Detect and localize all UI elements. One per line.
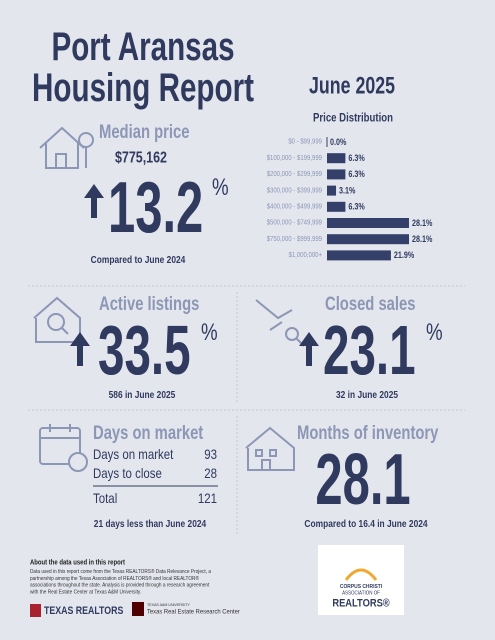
logo-text: CORPUS CHRISTI xyxy=(340,584,383,590)
unit: % xyxy=(201,319,218,346)
logo-text: REALTORS® xyxy=(332,598,390,610)
logo-text: TEXAS A&M UNIVERSITY xyxy=(147,603,190,607)
section-heading: Median price xyxy=(99,121,189,142)
up-arrow xyxy=(84,184,104,218)
about-heading: About the data used in this report xyxy=(30,559,126,567)
building-icon xyxy=(245,426,295,471)
unit: % xyxy=(212,174,229,201)
value-label: 28.1% xyxy=(412,234,433,244)
value-label: 6.3% xyxy=(348,153,365,163)
logo-text: ASSOCIATION OF xyxy=(342,590,380,596)
row-value: 121 xyxy=(198,490,217,506)
comparison: Compared to 16.4 in June 2024 xyxy=(304,518,428,530)
section-heading: Months of inventory xyxy=(297,422,439,443)
logo-text: TEXAS REALTORS xyxy=(44,605,124,617)
tamu-mark xyxy=(132,602,144,616)
partner-logo xyxy=(318,545,404,615)
period: June 2025 xyxy=(309,73,395,99)
calendar-icon xyxy=(39,424,88,472)
value-label: 6.3% xyxy=(348,202,365,212)
bar xyxy=(327,169,346,180)
bar xyxy=(327,185,337,196)
bar xyxy=(327,250,391,261)
comparison: Compared to June 2024 xyxy=(91,254,186,266)
section-heading: Active listings xyxy=(99,293,199,314)
row-value: 93 xyxy=(204,446,217,462)
logo-text: Texas Real Estate Research Center xyxy=(147,608,240,615)
about-line: associations throughout the state. Analy… xyxy=(30,582,210,588)
big-value: 28.1 xyxy=(315,440,410,521)
unit: % xyxy=(426,319,443,346)
title: Housing Report xyxy=(32,66,254,110)
house-icon xyxy=(39,126,94,169)
bar xyxy=(327,234,409,245)
texas-realtors-mark xyxy=(30,604,41,617)
category-label: $0 - $99,999 xyxy=(288,138,322,146)
category-label: $1,000,000+ xyxy=(289,252,323,260)
section-heading: Closed sales xyxy=(325,293,415,314)
bar xyxy=(327,218,409,228)
up-arrow xyxy=(299,332,319,366)
big-change: 23.1 xyxy=(323,311,416,389)
value-label: 6.3% xyxy=(348,169,365,179)
about-line: partnership among the Texas Association … xyxy=(30,574,199,582)
row-label: Total xyxy=(93,490,117,506)
median-value: $775,162 xyxy=(115,149,167,167)
big-change: 13.2 xyxy=(108,168,203,249)
category-label: $200,000 - $299,999 xyxy=(267,171,323,179)
row-value: 28 xyxy=(204,465,217,481)
chart-title: Price Distribution xyxy=(313,111,393,124)
note: 32 in June 2025 xyxy=(336,389,399,401)
about-line: Data used in this report come from the T… xyxy=(30,568,211,576)
up-arrow xyxy=(70,332,90,366)
note: 21 days less than June 2024 xyxy=(94,518,207,530)
bar xyxy=(327,153,346,164)
value-label: 0.0% xyxy=(330,137,347,147)
big-change: 33.5 xyxy=(98,311,191,389)
value-label: 3.1% xyxy=(339,186,356,196)
search-icon xyxy=(33,296,81,343)
section-heading: Days on market xyxy=(93,422,204,443)
row-label: Days to close xyxy=(93,465,162,481)
category-label: $100,000 - $199,999 xyxy=(267,154,323,162)
value-label: 21.9% xyxy=(394,250,415,260)
about-line: with the Real Estate Center at Texas A&M… xyxy=(30,589,141,595)
value-label: 28.1% xyxy=(412,218,433,228)
category-label: $750,000 - $999,999 xyxy=(267,235,323,243)
sun-mark xyxy=(344,568,378,581)
category-label: $300,000 - $399,999 xyxy=(267,187,323,195)
bar xyxy=(327,201,346,212)
row-label: Days on market xyxy=(93,446,174,462)
note: 586 in June 2025 xyxy=(109,389,176,401)
category-label: $400,000 - $499,999 xyxy=(267,203,323,211)
title: Port Aransas xyxy=(51,25,234,69)
category-label: $500,000 - $749,999 xyxy=(267,219,323,227)
